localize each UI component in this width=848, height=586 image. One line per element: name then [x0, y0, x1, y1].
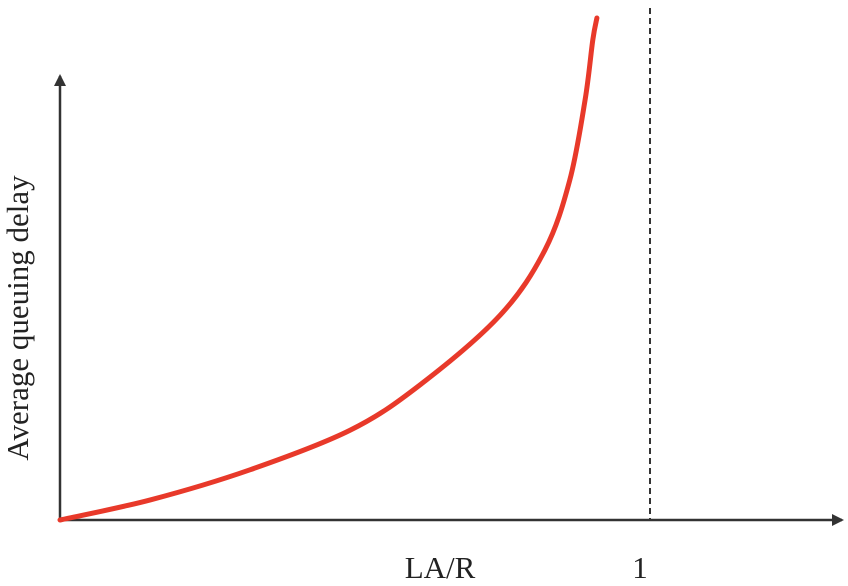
y-axis-label: Average queuing delay: [0, 175, 35, 461]
delay-curve: [57, 15, 600, 523]
x-tick-label: 1: [632, 550, 648, 585]
x-axis-label: LA/R: [405, 550, 476, 585]
